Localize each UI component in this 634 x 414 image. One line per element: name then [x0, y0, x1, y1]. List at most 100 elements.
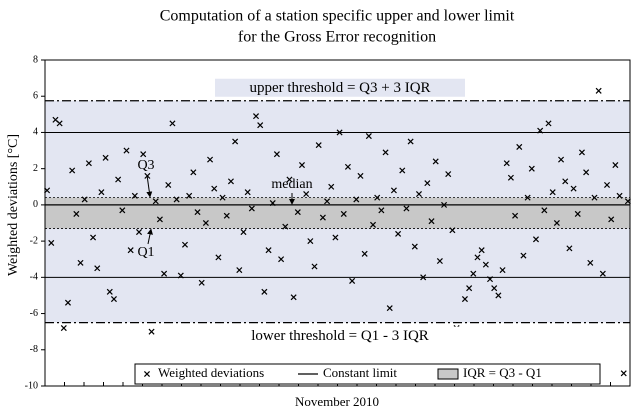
data-point	[135, 229, 143, 236]
data-point	[599, 270, 606, 277]
data-point	[520, 252, 527, 259]
data-point	[474, 254, 481, 261]
data-point	[395, 230, 402, 237]
plot-frame	[44, 59, 631, 387]
data-point	[591, 194, 598, 201]
x-axis-label: November 2010	[295, 394, 379, 409]
data-point	[340, 210, 347, 217]
data-point	[353, 196, 360, 203]
data-point	[566, 245, 573, 252]
data-point	[616, 192, 623, 199]
data-point	[202, 219, 209, 227]
data-point	[273, 151, 280, 158]
data-point	[240, 229, 247, 236]
legend-marker	[143, 370, 151, 378]
data-point	[541, 207, 548, 214]
data-point	[491, 285, 498, 292]
iqr-band	[45, 197, 630, 229]
data-point	[232, 138, 239, 145]
data-point	[127, 247, 134, 254]
data-point	[512, 212, 519, 219]
data-point	[215, 254, 222, 261]
data-point	[211, 185, 218, 192]
data-point	[407, 138, 414, 145]
data-point	[378, 207, 385, 214]
data-point	[424, 180, 431, 187]
y-tick-label: -2	[30, 235, 38, 246]
data-point	[595, 87, 602, 94]
data-point	[495, 292, 502, 299]
data-point	[620, 370, 627, 377]
data-point	[236, 267, 243, 274]
data-point	[227, 178, 234, 185]
data-point	[194, 209, 201, 216]
data-point	[257, 122, 264, 129]
data-point	[115, 176, 122, 183]
y-axis-label: Weighted deviations [°C]	[6, 134, 21, 276]
data-point	[269, 200, 276, 207]
data-point	[570, 185, 577, 192]
data-point	[553, 219, 560, 227]
data-point	[85, 160, 92, 167]
y-tick-label: -6	[30, 308, 38, 319]
y-tick-label: 6	[33, 91, 38, 102]
data-point	[574, 210, 581, 217]
data-point	[583, 169, 590, 176]
data-point	[69, 167, 76, 174]
q1-label: Q1	[137, 245, 154, 260]
data-point	[131, 192, 138, 199]
data-point	[374, 194, 381, 201]
legend-swatch	[437, 368, 459, 380]
data-point	[278, 256, 285, 263]
data-point	[332, 234, 339, 241]
data-point	[148, 328, 155, 335]
chart-title: Computation of a station specific upper …	[160, 8, 515, 25]
data-point	[349, 277, 356, 284]
data-point	[190, 169, 197, 176]
data-point	[486, 276, 494, 283]
data-point	[181, 241, 189, 248]
data-point	[244, 189, 251, 196]
data-point	[587, 259, 594, 266]
data-point	[307, 238, 314, 245]
data-point	[252, 113, 260, 120]
data-point	[303, 190, 310, 198]
data-point	[562, 178, 569, 185]
chart-subtitle: for the Gross Error recognition	[238, 29, 436, 46]
data-point	[328, 183, 335, 190]
data-point	[102, 154, 109, 161]
data-point	[186, 192, 193, 199]
data-point	[169, 120, 176, 127]
data-point	[390, 187, 397, 194]
data-point	[106, 288, 113, 295]
y-tick-label: -8	[30, 344, 38, 355]
data-point	[411, 243, 418, 250]
data-point	[73, 210, 80, 217]
data-point	[528, 165, 535, 172]
data-point	[161, 270, 168, 277]
data-point	[482, 261, 489, 268]
data-point	[286, 176, 293, 183]
data-point	[294, 209, 301, 216]
data-point	[399, 167, 406, 174]
data-point	[219, 194, 226, 201]
data-point	[198, 279, 205, 286]
data-point	[319, 214, 326, 221]
data-point	[60, 325, 67, 332]
data-point	[165, 181, 172, 188]
data-point	[311, 263, 318, 270]
data-point	[357, 172, 364, 179]
data-point	[365, 133, 372, 140]
data-point	[361, 250, 368, 257]
data-point	[324, 198, 331, 205]
q3-label: Q3	[137, 158, 154, 173]
data-point	[110, 296, 117, 303]
data-point	[608, 216, 615, 223]
data-point	[177, 272, 184, 279]
data-point	[436, 258, 443, 265]
legend-box	[134, 363, 601, 385]
data-point	[612, 162, 619, 169]
legend-label: Weighted deviations	[158, 365, 264, 380]
data-point	[445, 171, 452, 178]
data-point	[549, 189, 556, 196]
